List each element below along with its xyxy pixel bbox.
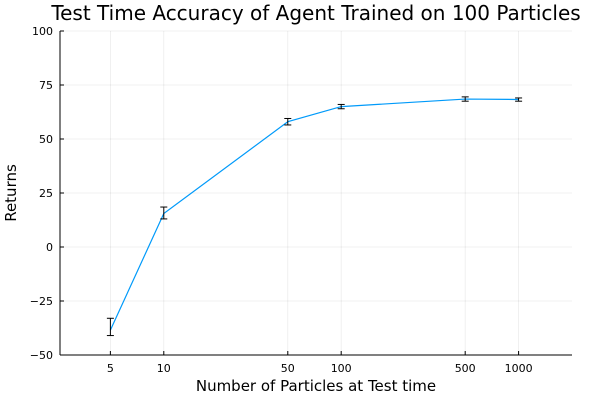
x-tick-label: 1000 [505, 362, 533, 375]
x-tick-label: 500 [455, 362, 476, 375]
y-tick-label: 75 [39, 79, 53, 92]
series-layer [106, 96, 523, 337]
y-tick-label: −50 [30, 349, 53, 362]
series-line [109, 98, 519, 331]
error-bar [160, 206, 168, 220]
error-bar [106, 317, 114, 337]
x-tick-label: 100 [331, 362, 352, 375]
x-axis-label: Number of Particles at Test time [196, 377, 436, 395]
grid [60, 30, 572, 356]
y-tick-label: 50 [39, 133, 53, 146]
x-tick-label: 10 [157, 362, 171, 375]
ticks: 5 10 50 100 500 1000 −50 −25 0 25 50 75 100 [30, 25, 533, 375]
y-tick-label: 0 [46, 241, 53, 254]
chart-title: Test Time Accuracy of Agent Trained on 1… [50, 1, 580, 25]
y-tick-label: 100 [32, 25, 53, 38]
y-tick-label: −25 [30, 295, 53, 308]
y-axis-label: Returns [2, 164, 20, 222]
x-tick-label: 5 [107, 362, 114, 375]
x-tick-label: 50 [281, 362, 295, 375]
y-tick-label: 25 [39, 187, 53, 200]
error-bar [515, 97, 523, 102]
